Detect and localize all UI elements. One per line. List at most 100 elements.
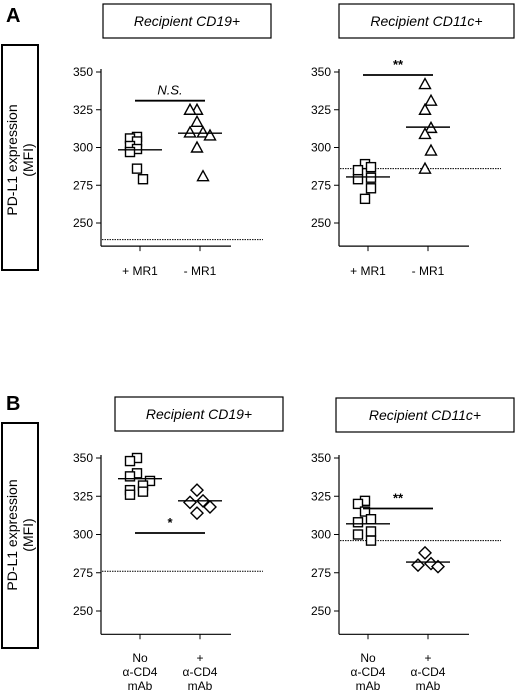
title-box	[335, 397, 515, 433]
x-tick-label: α-CD4	[351, 665, 386, 679]
ylabel-line-2: (MFI)	[20, 518, 36, 551]
significance-label: **	[393, 490, 404, 505]
data-point-triangle	[196, 125, 210, 138]
y-tick-label: 350	[73, 65, 93, 79]
data-point-triangle	[418, 77, 432, 90]
x-tick-label: mAb	[416, 679, 441, 693]
ylabel-line-2: (MFI)	[20, 143, 36, 176]
data-point-square	[365, 535, 377, 546]
data-point-square	[365, 526, 377, 537]
significance-label: **	[393, 57, 404, 72]
ylabel-box-b: PD-L1 expression (MFI)	[1, 422, 39, 649]
data-point-square	[137, 174, 149, 185]
x-tick-label: mAb	[356, 679, 381, 693]
y-tick-label: 350	[311, 65, 331, 79]
data-point-square	[352, 529, 364, 540]
data-point-triangle	[424, 143, 438, 156]
data-point-diamond	[203, 499, 217, 514]
chart-0: Recipient CD19+ 350 325 300 275 250 + MR1 - MR1…	[73, 3, 272, 278]
data-point-triangle	[196, 169, 210, 182]
y-tick-label: 250	[311, 604, 331, 618]
ylabel-line-1: PD-L1 expression	[4, 104, 20, 215]
y-tick-label: 350	[311, 451, 331, 465]
y-tick-label: 300	[311, 141, 331, 155]
y-tick-label: 250	[73, 604, 93, 618]
y-tick-label: 325	[73, 489, 93, 503]
data-point-square	[352, 164, 364, 176]
data-point-triangle	[424, 93, 438, 106]
data-point-triangle	[183, 125, 197, 138]
data-point-diamond	[190, 506, 204, 521]
data-point-square	[137, 486, 149, 497]
chart-2: Recipient CD19+350325300275250Noα-CD4mAb…	[73, 396, 284, 693]
data-point-square	[124, 489, 136, 500]
data-point-triangle	[190, 114, 204, 128]
data-point-triangle	[418, 102, 432, 115]
title-box	[102, 3, 272, 39]
y-tick-label: 275	[73, 566, 93, 580]
y-tick-label: 275	[311, 178, 331, 192]
y-tick-label: 350	[73, 451, 93, 465]
data-point-square	[124, 471, 136, 482]
data-point-square	[365, 161, 377, 173]
data-point-triangle	[418, 126, 432, 140]
y-tick-label: 300	[311, 528, 331, 542]
data-point-diamond	[183, 495, 197, 510]
y-tick-label: 325	[73, 103, 93, 117]
x-tick-label: - MR1	[184, 264, 217, 278]
x-tick-label: No	[132, 651, 148, 665]
y-tick-label: 300	[73, 141, 93, 155]
x-tick-label: α-CD4	[183, 665, 218, 679]
data-point-square	[124, 146, 136, 158]
data-point-square	[131, 163, 143, 174]
x-tick-label: + MR1	[122, 264, 158, 278]
x-tick-label: + MR1	[350, 264, 386, 278]
y-tick-label: 275	[311, 566, 331, 580]
y-tick-label: 300	[73, 528, 93, 542]
chart-1: Recipient CD11c+ 350 325 300 275 250 + MR1 - MR…	[311, 3, 515, 278]
y-tick-label: 250	[311, 216, 331, 230]
data-point-square	[365, 172, 377, 183]
y-tick-label: 275	[73, 178, 93, 192]
panel-label-a: A	[6, 5, 20, 27]
ylabel-line-1: PD-L1 expression	[4, 479, 20, 590]
chart-3: Recipient CD11c+350325300275250Noα-CD4mA…	[311, 397, 515, 693]
data-point-diamond	[431, 559, 445, 574]
x-tick-label: +	[424, 651, 431, 665]
panel-label-b: B	[6, 393, 20, 415]
data-point-square	[352, 517, 364, 528]
chart-title: Recipient CD19+	[134, 13, 240, 29]
data-point-square	[365, 183, 377, 194]
chart-title: Recipient CD11c+	[370, 13, 482, 29]
y-tick-label: 250	[73, 216, 93, 230]
data-point-square	[352, 174, 364, 185]
data-point-square	[359, 193, 371, 205]
data-point-triangle	[203, 128, 217, 141]
data-point-square	[352, 498, 364, 510]
ylabel-box-a: PD-L1 expression (MFI)	[1, 44, 39, 271]
data-point-triangle	[190, 140, 204, 153]
data-point-square	[359, 506, 371, 517]
data-point-square	[365, 514, 377, 525]
x-tick-label: mAb	[188, 679, 213, 693]
x-tick-label: +	[196, 651, 203, 665]
data-point-diamond	[411, 558, 425, 573]
chart-title: Recipient CD19+	[146, 406, 252, 422]
x-tick-label: α-CD4	[411, 665, 446, 679]
data-point-diamond	[190, 483, 204, 498]
chart-title: Recipient CD11c+	[369, 407, 481, 423]
data-point-triangle	[418, 161, 432, 174]
x-tick-label: No	[360, 651, 376, 665]
y-tick-label: 325	[311, 489, 331, 503]
title-box	[114, 396, 284, 432]
significance-label: *	[167, 515, 173, 530]
x-tick-label: α-CD4	[123, 665, 158, 679]
significance-label: N.S.	[157, 83, 182, 98]
x-tick-label: mAb	[128, 679, 153, 693]
x-tick-label: - MR1	[412, 264, 445, 278]
data-point-triangle	[183, 102, 197, 115]
data-point-square	[124, 455, 136, 467]
title-box	[338, 3, 515, 39]
data-point-diamond	[418, 545, 432, 560]
